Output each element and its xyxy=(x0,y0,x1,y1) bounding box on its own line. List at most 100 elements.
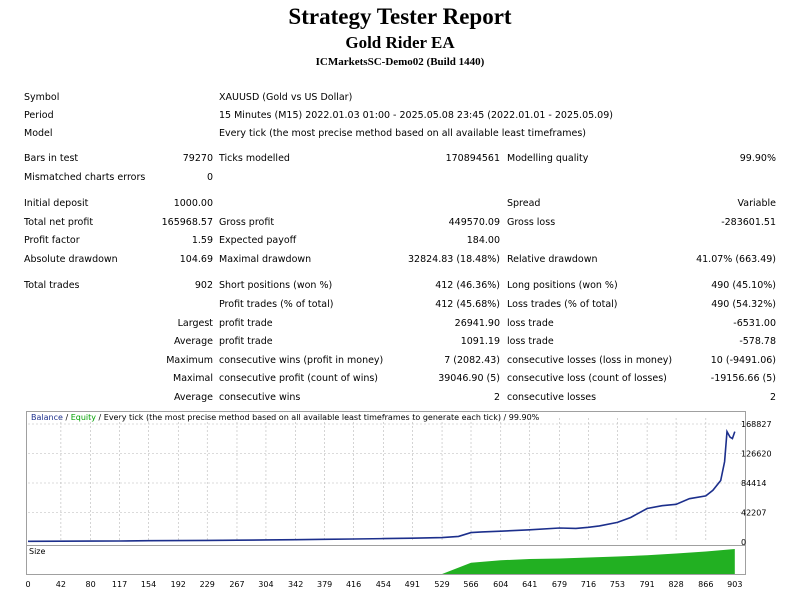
long-value: 490 (45.10%) xyxy=(711,280,776,291)
absdd-value: 104.69 xyxy=(179,254,213,265)
x-tick-label: 641 xyxy=(522,580,537,589)
quality-value: 99.90% xyxy=(739,153,776,164)
largest-profit-label: profit trade xyxy=(219,318,273,329)
profit-trades-value: 412 (45.68%) xyxy=(435,299,500,310)
bars-value: 79270 xyxy=(182,153,213,164)
maxdd-label: Maximal drawdown xyxy=(219,254,312,265)
y-tick-label: 42207 xyxy=(741,508,766,517)
x-tick-label: 379 xyxy=(317,580,332,589)
x-tick-label: 416 xyxy=(346,580,361,589)
avg-cons-wins-value: 2 xyxy=(493,392,500,403)
mismatch-label: Mismatched charts errors xyxy=(24,172,146,183)
ticks-label: Ticks modelled xyxy=(219,153,290,164)
largest-word: Largest xyxy=(177,318,213,329)
x-tick-label: 304 xyxy=(258,580,273,589)
absdd-label: Absolute drawdown xyxy=(24,254,118,265)
y-tick-label: 168827 xyxy=(741,420,772,429)
maximum-row: Maximum consecutive wins (profit in mone… xyxy=(0,353,800,369)
average-profit-value: 1091.19 xyxy=(460,336,500,347)
deposit-row: Initial deposit 1000.00 Spread Variable xyxy=(0,196,800,212)
ea-name: Gold Rider EA xyxy=(345,33,455,52)
legend-sep: / xyxy=(62,413,71,422)
period-value: 15 Minutes (M15) 2022.01.03 01:00 - 2025… xyxy=(219,110,613,121)
average-word: Average xyxy=(173,336,213,347)
x-tick-label: 42 xyxy=(56,580,66,589)
largest-profit-value: 26941.90 xyxy=(454,318,500,329)
size-area xyxy=(28,549,735,574)
balance-line xyxy=(27,428,736,543)
mismatch-value: 0 xyxy=(206,172,213,183)
maximal-word: Maximal xyxy=(173,373,213,384)
x-tick-label: 604 xyxy=(493,580,508,589)
netprofit-value: 165968.57 xyxy=(161,217,213,228)
profit-trades-label: Profit trades (% of total) xyxy=(219,299,334,310)
x-tick-label: 229 xyxy=(200,580,215,589)
maximal-cons-profit-label: consecutive profit (count of wins) xyxy=(219,373,379,384)
pf-row: Profit factor 1.59 Expected payoff 184.0… xyxy=(0,233,800,249)
average2-word: Average xyxy=(173,392,213,403)
symbol-value: XAUUSD (Gold vs US Dollar) xyxy=(219,92,353,103)
bars-row: Bars in test 79270 Ticks modelled 170894… xyxy=(0,151,800,167)
reldd-label: Relative drawdown xyxy=(507,254,598,265)
maximal-cons-loss-value: -19156.66 (5) xyxy=(710,373,776,384)
period-row: Period 15 Minutes (M15) 2022.01.03 01:00… xyxy=(0,108,800,124)
legend-model: Every tick (the most precise method base… xyxy=(103,413,501,422)
average-row: Average profit trade 1091.19 loss trade … xyxy=(0,334,800,350)
avg-cons-wins-label: consecutive wins xyxy=(219,392,301,403)
maximum-word: Maximum xyxy=(166,355,213,366)
deposit-value: 1000.00 xyxy=(173,198,213,209)
server-build: ICMarketsSC-Demo02 (Build 1440) xyxy=(315,56,485,68)
profit-trades-row: Profit trades (% of total) 412 (45.68%) … xyxy=(0,297,800,313)
x-tick-label: 154 xyxy=(141,580,156,589)
maximal-cons-profit-value: 39046.90 (5) xyxy=(438,373,500,384)
x-tick-label: 903 xyxy=(727,580,742,589)
legend-sep: / xyxy=(500,413,509,422)
quality-label: Modelling quality xyxy=(507,153,589,164)
pf-value: 1.59 xyxy=(191,235,213,246)
x-tick-label: 716 xyxy=(581,580,596,589)
x-tick-label: 491 xyxy=(405,580,420,589)
short-label: Short positions (won %) xyxy=(219,280,333,291)
average-loss-value: -578.78 xyxy=(739,336,776,347)
x-tick-label: 80 xyxy=(86,580,96,589)
period-label: Period xyxy=(24,110,54,121)
report-title: Strategy Tester Report xyxy=(288,4,512,29)
trades-value: 902 xyxy=(194,280,213,291)
max-cons-losses-value: 10 (-9491.06) xyxy=(710,355,776,366)
chart-legend: Balance / Equity / Every tick (the most … xyxy=(31,413,539,422)
symbol-row: Symbol XAUUSD (Gold vs US Dollar) xyxy=(0,90,800,106)
spread-value: Variable xyxy=(737,198,776,209)
pf-label: Profit factor xyxy=(24,235,80,246)
loss-trades-value: 490 (54.32%) xyxy=(711,299,776,310)
legend-balance: Balance xyxy=(31,413,63,422)
grossprofit-value: 449570.09 xyxy=(448,217,500,228)
average-loss-label: loss trade xyxy=(507,336,554,347)
legend-quality: 99.90% xyxy=(508,413,540,422)
x-tick-label: 117 xyxy=(112,580,127,589)
x-tick-label: 267 xyxy=(229,580,244,589)
loss-trades-label: Loss trades (% of total) xyxy=(507,299,618,310)
grossloss-label: Gross loss xyxy=(507,217,556,228)
legend-equity: Equity xyxy=(70,413,96,422)
netprofit-row: Total net profit 165968.57 Gross profit … xyxy=(0,215,800,231)
average-profit-label: profit trade xyxy=(219,336,273,347)
x-tick-label: 828 xyxy=(668,580,683,589)
x-tick-label: 192 xyxy=(171,580,186,589)
model-label: Model xyxy=(24,128,53,139)
spread-label: Spread xyxy=(507,198,541,209)
payoff-label: Expected payoff xyxy=(219,235,297,246)
x-tick-label: 866 xyxy=(698,580,713,589)
maximal-row: Maximal consecutive profit (count of win… xyxy=(0,371,800,387)
average-cons-row: Average consecutive wins 2 consecutive l… xyxy=(0,390,800,406)
payoff-value: 184.00 xyxy=(466,235,500,246)
largest-loss-value: -6531.00 xyxy=(733,318,776,329)
x-tick-label: 0 xyxy=(25,580,30,589)
short-value: 412 (46.36%) xyxy=(435,280,500,291)
symbol-label: Symbol xyxy=(24,92,60,103)
max-cons-wins-value: 7 (2082.43) xyxy=(444,355,500,366)
legend-sep: / xyxy=(95,413,104,422)
drawdown-row: Absolute drawdown 104.69 Maximal drawdow… xyxy=(0,252,800,268)
trades-row: Total trades 902 Short positions (won %)… xyxy=(0,278,800,294)
trades-label: Total trades xyxy=(24,280,80,291)
